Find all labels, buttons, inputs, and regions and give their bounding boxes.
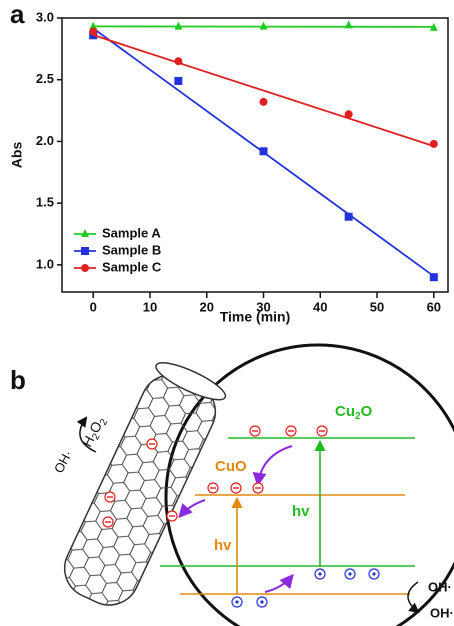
hole-dot	[260, 600, 264, 604]
marker	[344, 212, 353, 221]
panel-label: b	[10, 365, 26, 395]
marker	[81, 264, 89, 272]
legend-label: Sample A	[102, 225, 161, 240]
marker	[174, 57, 183, 66]
label-part: 2	[90, 431, 103, 441]
series	[89, 20, 438, 31]
marker	[259, 147, 268, 156]
x-tick-label: 20	[200, 299, 214, 314]
series	[89, 27, 438, 148]
cuo-label: CuO	[215, 458, 247, 475]
diagram: b H2O2 OH· CuO Cu2O hv hv OH· OH·	[10, 343, 454, 626]
fit-line	[92, 34, 435, 147]
x-tick-label: 60	[427, 299, 441, 314]
y-tick-label: 2.0	[36, 133, 54, 148]
label-part: 2	[355, 411, 361, 422]
plot-frame	[61, 17, 449, 293]
x-tick-label: 40	[313, 299, 327, 314]
nanotube	[63, 362, 227, 606]
reaction-arrow	[76, 416, 97, 453]
x-tick-label: 10	[143, 299, 157, 314]
marker	[344, 110, 353, 119]
reactant-label: H2O2	[78, 413, 110, 451]
hole-dot	[318, 572, 322, 576]
marker	[89, 21, 98, 30]
product-label: OH·	[51, 447, 75, 475]
hv-label: hv	[214, 537, 232, 554]
marker	[429, 22, 438, 31]
hole-dot	[235, 600, 239, 604]
y-tick-label: 3.0	[36, 9, 54, 24]
panel-label: a	[10, 0, 25, 29]
x-tick-label: 50	[370, 299, 384, 314]
hole-dot	[372, 572, 376, 576]
hv-label: hv	[292, 503, 310, 520]
y-tick-label: 2.5	[36, 71, 54, 86]
y-tick-label: 1.5	[36, 195, 54, 210]
marker	[259, 97, 268, 106]
x-axis-title: Time (min)	[220, 309, 291, 325]
cu2o-label: Cu2O	[335, 403, 373, 422]
marker	[81, 229, 89, 237]
label-part: 2	[98, 417, 111, 427]
marker	[344, 20, 353, 29]
x-tick-label: 0	[90, 299, 97, 314]
legend: Sample A Sample B Sample C	[74, 225, 162, 274]
legend-label: Sample C	[102, 259, 162, 274]
marker	[174, 21, 183, 30]
product-label: OH·	[430, 605, 454, 620]
label-part: O	[361, 403, 373, 420]
transfer-arrow	[252, 445, 293, 487]
label-part: Cu	[335, 403, 355, 420]
legend-label: Sample B	[102, 242, 161, 257]
x-tick-label: 30	[256, 299, 270, 314]
marker	[174, 76, 183, 85]
product-label: OH·	[428, 579, 452, 594]
marker	[259, 21, 268, 30]
y-axis-title: Abs	[9, 142, 25, 169]
reaction-arrow	[407, 581, 420, 614]
marker	[81, 247, 89, 255]
transfer-arrow	[178, 499, 206, 519]
marker	[429, 273, 438, 282]
transfer-arrow	[264, 573, 294, 593]
hole-dot	[348, 572, 352, 576]
marker	[89, 27, 98, 36]
y-tick-label: 1.0	[36, 256, 54, 271]
marker	[429, 139, 438, 148]
